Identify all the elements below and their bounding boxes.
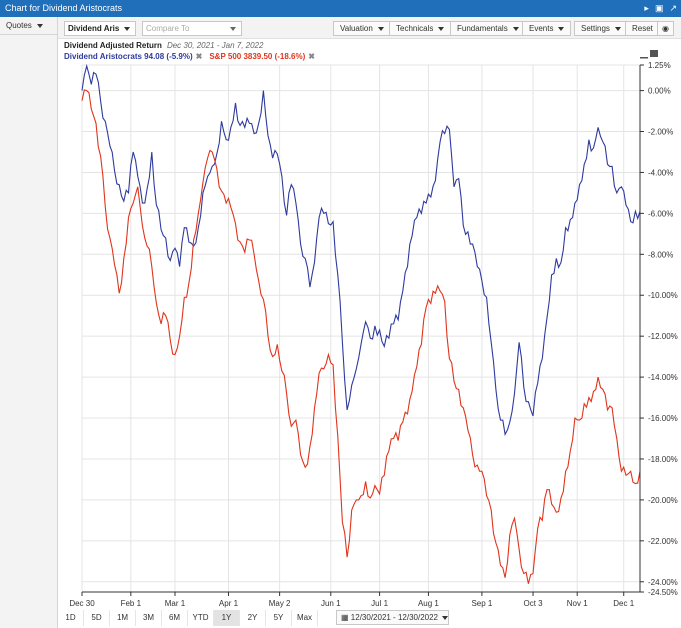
x-tick-label: Oct 3	[523, 599, 543, 608]
quotes-label: Quotes	[6, 21, 32, 30]
chevron-down-icon	[441, 615, 448, 620]
range-3m[interactable]: 3M	[136, 609, 162, 626]
chevron-down-icon	[377, 26, 384, 31]
chart-gridlines	[81, 64, 640, 593]
range-6m[interactable]: 6M	[162, 609, 188, 626]
panel-minimize-icon[interactable]	[640, 57, 648, 59]
range-max[interactable]: Max	[292, 609, 318, 626]
chevron-down-icon	[558, 26, 565, 31]
y-tick-label: -10.00%	[648, 291, 678, 300]
range-5d[interactable]: 5D	[84, 609, 110, 626]
x-tick-label: Dec 1	[613, 599, 634, 608]
calendar-icon: ▦	[341, 613, 349, 622]
x-tick-label: Nov 1	[567, 599, 588, 608]
y-tick-label: -22.00%	[648, 537, 678, 546]
camera-button[interactable]: ◉	[657, 21, 674, 36]
chevron-down-icon	[614, 26, 621, 31]
camera-icon: ◉	[662, 24, 669, 33]
settings-label: Settings	[581, 24, 610, 33]
x-tick-label: May 2	[269, 599, 291, 608]
events-button[interactable]: Events	[522, 21, 572, 36]
window-title: Chart for Dividend Aristocrats	[5, 3, 123, 13]
y-tick-label: -24.50%	[648, 588, 678, 597]
sidebar: Quotes	[0, 17, 58, 628]
range-1d[interactable]: 1D	[58, 609, 84, 626]
window-titlebar: Chart for Dividend Aristocrats ▸ ▣ ↗	[0, 0, 681, 17]
chart-title: Dividend Adjusted Return	[64, 41, 162, 50]
date-range-picker[interactable]: ▦ 12/30/2021 - 12/30/2022	[336, 610, 449, 625]
y-tick-label: -24.00%	[648, 578, 678, 587]
chevron-down-icon	[124, 27, 130, 31]
series-line-dividend-aristocrats	[81, 63, 641, 437]
y-tick-label: 0.00%	[648, 87, 671, 96]
y-tick-label: -6.00%	[648, 209, 673, 218]
y-tick-label: -20.00%	[648, 496, 678, 505]
y-tick-label: -2.00%	[648, 128, 673, 137]
y-tick-label: -8.00%	[648, 250, 673, 259]
legend-dividend-aristocrats: Dividend Aristocrats 94.08 (-5.9%)	[64, 52, 193, 61]
reset-label: Reset	[632, 24, 653, 33]
chart-date-range: Dec 30, 2021 - Jan 7, 2022	[166, 41, 264, 50]
range-1m[interactable]: 1M	[110, 609, 136, 626]
chevron-down-icon	[230, 27, 236, 31]
range-selector: 1D 5D 1M 3M 6M YTD 1Y 2Y 5Y Max	[58, 607, 318, 628]
quotes-dropdown[interactable]: Quotes	[0, 17, 58, 35]
legend-sp500: S&P 500 3839.50 (-18.6%)	[209, 52, 306, 61]
range-2y[interactable]: 2Y	[240, 609, 266, 626]
remove-series-icon[interactable]: ✖	[308, 52, 315, 61]
x-tick-label: Dec 30	[69, 599, 95, 608]
panel-maximize-icon[interactable]	[650, 50, 658, 57]
x-tick-label: Sep 1	[471, 599, 492, 608]
window-controls: ▸ ▣ ↗	[644, 0, 677, 17]
series-line-sp500	[81, 89, 641, 584]
x-tick-label: Jul 1	[371, 599, 388, 608]
symbol-select[interactable]: Dividend Aris	[64, 21, 136, 36]
chevron-down-icon	[512, 26, 519, 31]
x-tick-label: Apr 1	[219, 599, 239, 608]
date-range-value: 12/30/2021 - 12/30/2022	[350, 613, 438, 622]
events-label: Events	[529, 24, 554, 33]
y-tick-label: -18.00%	[648, 455, 678, 464]
x-tick-label: Feb 1	[121, 599, 142, 608]
reset-button[interactable]: Reset	[625, 21, 660, 36]
range-1y[interactable]: 1Y	[214, 609, 240, 626]
y-tick-label: 1.25%	[648, 61, 671, 70]
x-tick-label: Jun 1	[321, 599, 341, 608]
y-tick-label: -12.00%	[648, 332, 678, 341]
fundamentals-label: Fundamentals	[457, 24, 508, 33]
remove-series-icon[interactable]: ✖	[195, 52, 203, 61]
compare-placeholder: Compare To	[146, 24, 190, 33]
range-5y[interactable]: 5Y	[266, 609, 292, 626]
technicals-button[interactable]: Technicals	[389, 21, 452, 36]
valuation-label: Valuation	[340, 24, 373, 33]
y-tick-label: -14.00%	[648, 373, 678, 382]
range-ytd[interactable]: YTD	[188, 609, 214, 626]
chart-toolbar: Dividend Aris Compare To Valuation Techn…	[58, 17, 681, 39]
x-tick-label: Mar 1	[165, 599, 186, 608]
x-tick-label: Aug 1	[418, 599, 439, 608]
symbol-value: Dividend Aris	[68, 24, 120, 33]
compare-input[interactable]: Compare To	[142, 21, 242, 36]
y-axis: 1.25% 0.00% -2.00% -4.00% -6.00% -8.00% -10.00…	[639, 61, 678, 597]
chart-panel-controls	[640, 50, 658, 59]
technicals-label: Technicals	[396, 24, 434, 33]
y-tick-label: -16.00%	[648, 414, 678, 423]
x-axis: Dec 30 Feb 1 Mar 1 Apr 1 May 2 Jun 1 Jul 1 Aug …	[69, 591, 640, 608]
collapse-arrow-icon[interactable]: ▸	[644, 3, 649, 13]
y-tick-label: -4.00%	[648, 168, 673, 177]
valuation-button[interactable]: Valuation	[333, 21, 391, 36]
popout-icon[interactable]: ↗	[669, 3, 677, 13]
series-legend: Dividend Aristocrats 94.08 (-5.9%) ✖ S&P 5…	[64, 52, 322, 61]
chevron-down-icon	[36, 23, 43, 28]
chart-header: Dividend Adjusted Return Dec 30, 2021 - J…	[64, 41, 263, 50]
chart-series	[81, 63, 641, 584]
fullscreen-icon[interactable]: ▣	[654, 3, 664, 13]
chevron-down-icon	[438, 26, 445, 31]
